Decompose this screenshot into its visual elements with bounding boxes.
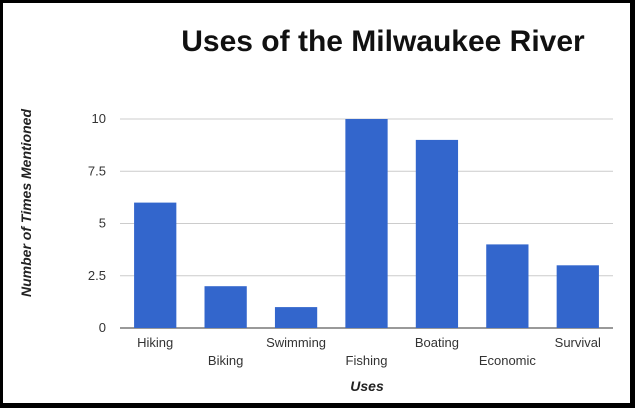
bar-chart: Uses of the Milwaukee River 0 2.5 5 7.5 10 H… <box>18 25 613 394</box>
bar-boating <box>415 139 459 328</box>
y-axis-ticks: 0 2.5 5 7.5 10 <box>88 111 106 335</box>
x-axis-label: Uses <box>350 378 384 394</box>
x-tick-label: Survival <box>555 335 601 350</box>
chart-title: Uses of the Milwaukee River <box>181 25 585 58</box>
bar-economic <box>486 244 529 328</box>
y-tick-label: 5 <box>99 216 106 231</box>
x-tick-label: Biking <box>208 353 243 368</box>
y-tick-label: 10 <box>92 111 106 126</box>
y-tick-label: 0 <box>99 320 106 335</box>
x-tick-label: Swimming <box>266 335 326 350</box>
x-tick-label: Hiking <box>137 335 173 350</box>
bar-survival <box>556 265 599 328</box>
bar-fishing <box>345 119 388 328</box>
y-tick-label: 7.5 <box>88 163 106 178</box>
x-tick-label: Economic <box>479 353 537 368</box>
x-axis-ticks: Hiking Biking Swimming Fishing Boating Econom… <box>137 335 601 368</box>
x-tick-label: Boating <box>415 335 459 350</box>
bar-hiking <box>134 202 177 328</box>
y-tick-label: 2.5 <box>88 268 106 283</box>
x-tick-label: Fishing <box>346 353 388 368</box>
bar-swimming <box>274 307 318 328</box>
y-axis-label: Number of Times Mentioned <box>18 109 34 297</box>
bars <box>134 119 599 328</box>
bar-biking <box>204 286 247 328</box>
